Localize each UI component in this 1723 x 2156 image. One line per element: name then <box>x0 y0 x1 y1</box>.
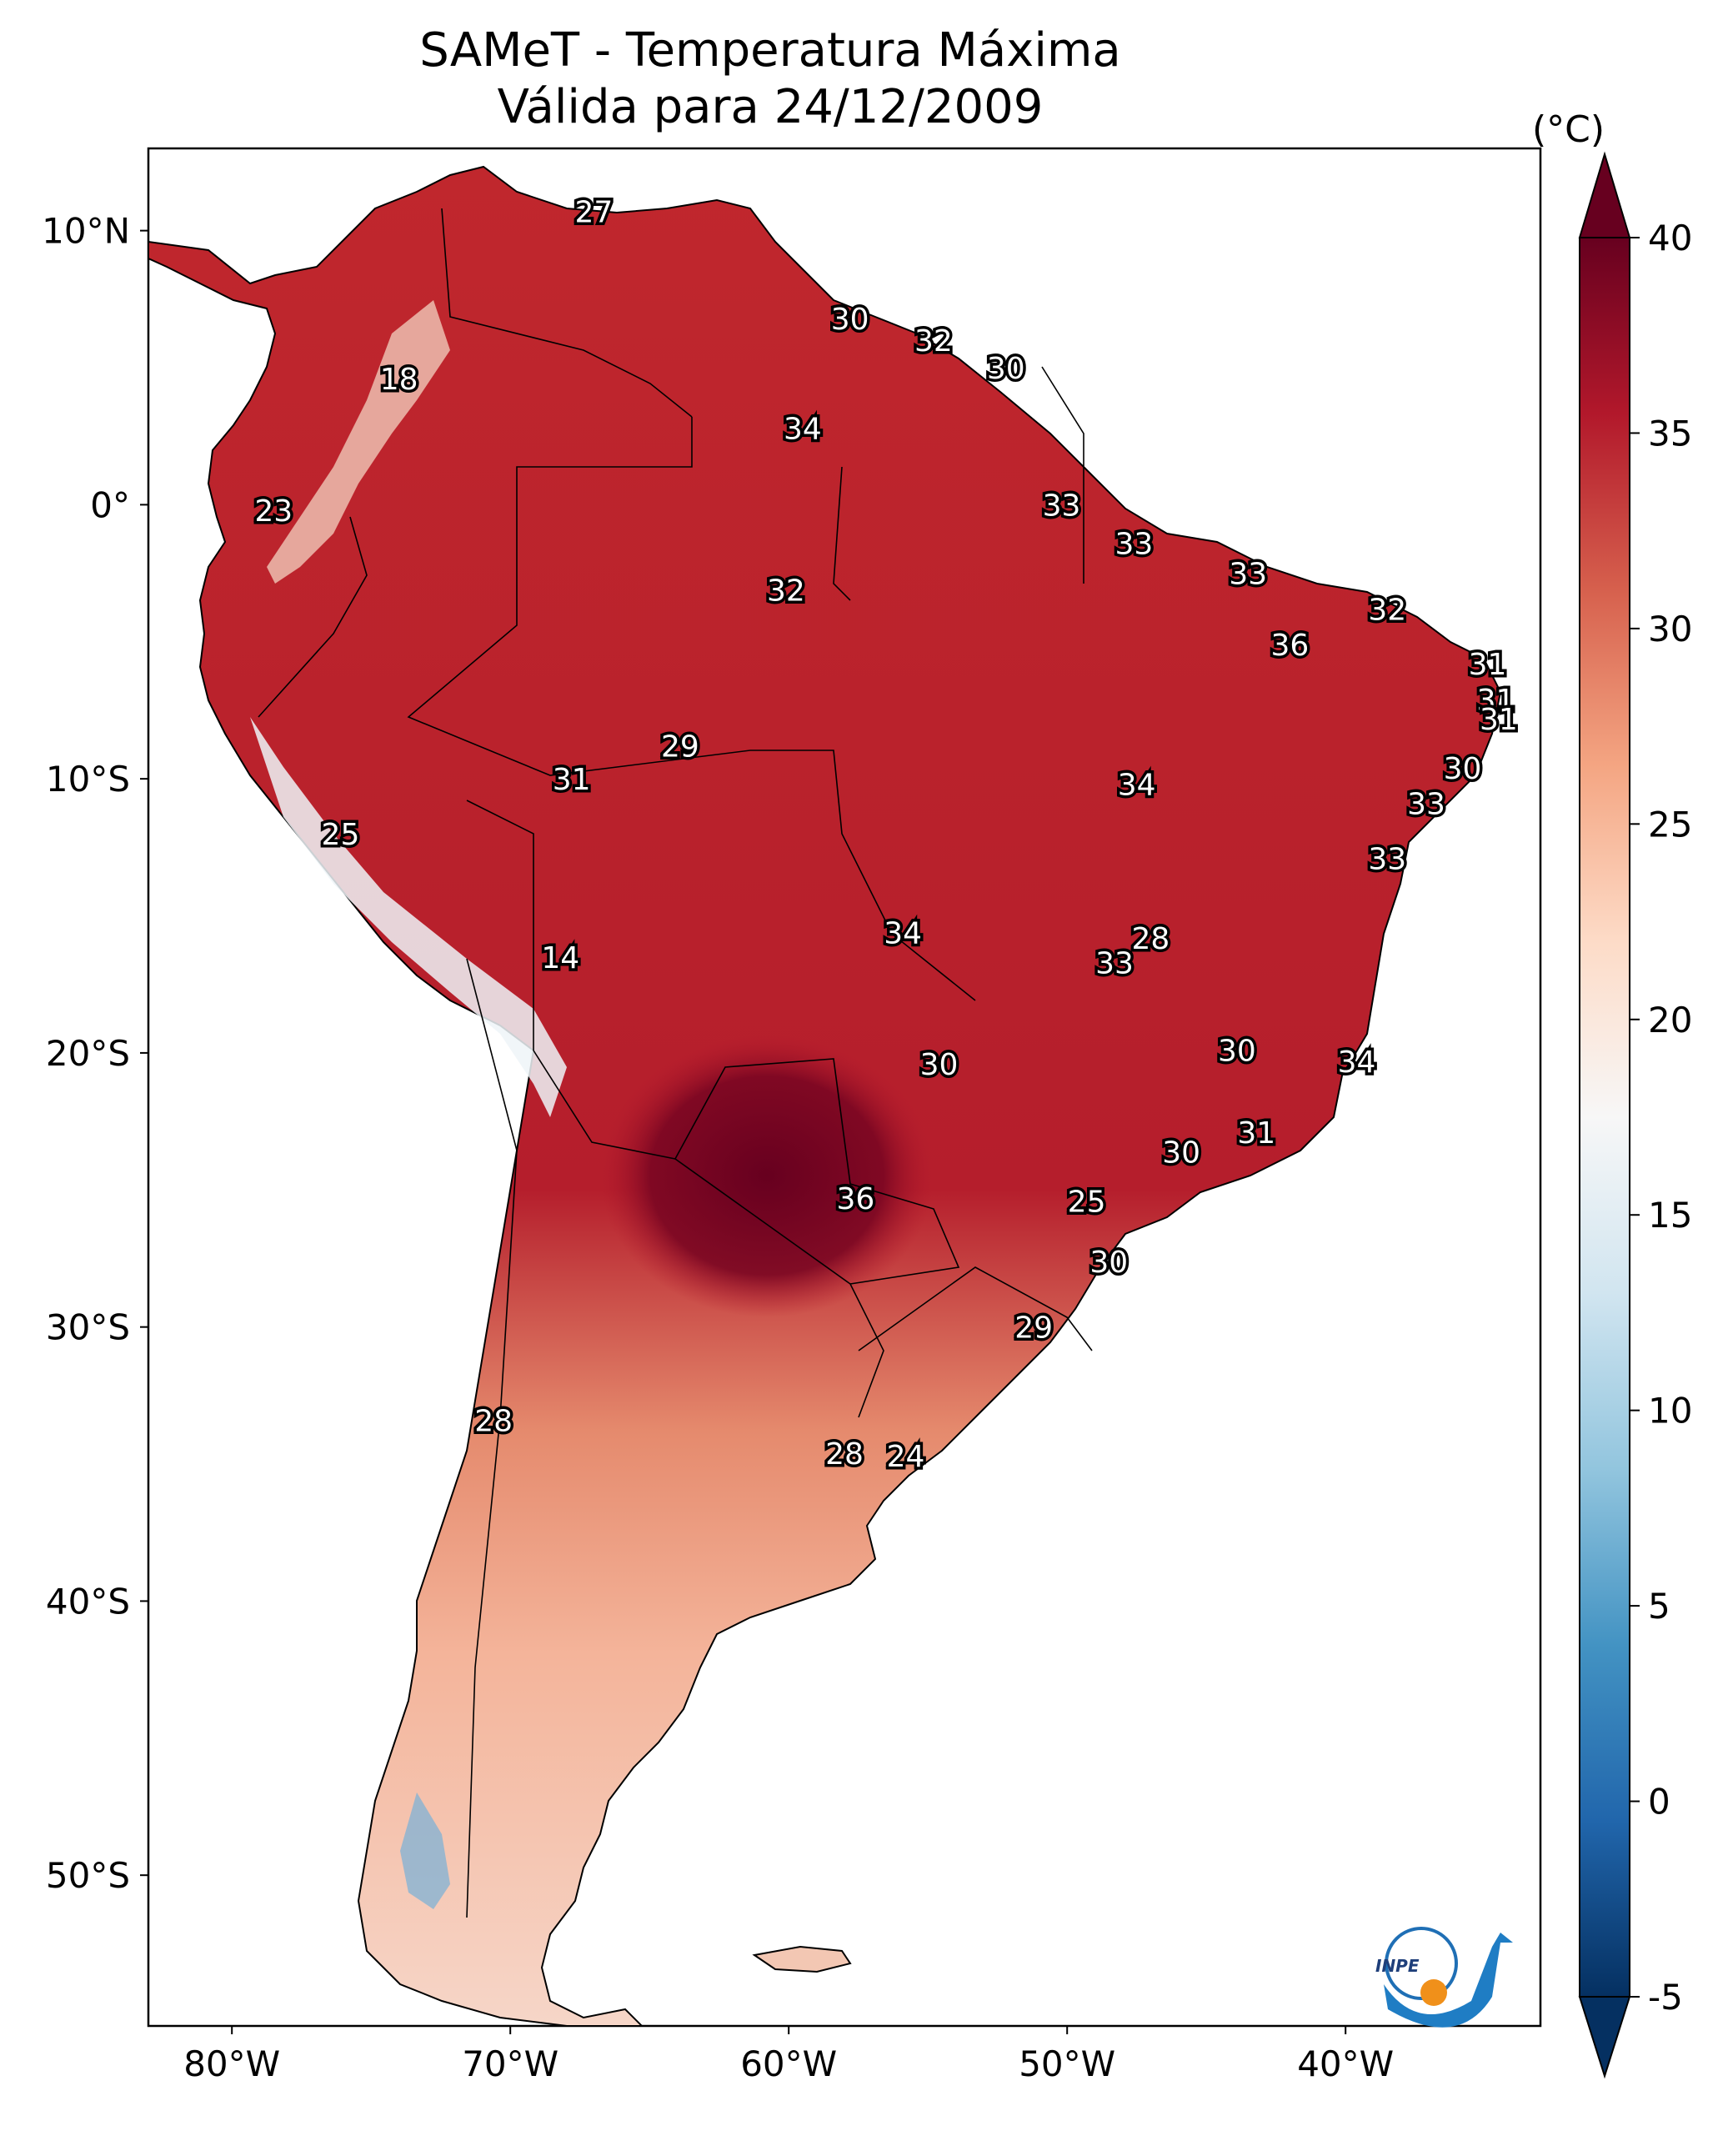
station-value-label: 33 <box>1043 489 1081 523</box>
station-value-label: 34 <box>884 916 922 950</box>
station-value-label: 28 <box>825 1437 864 1472</box>
lat-tick-label: 10°S <box>46 759 130 800</box>
lat-tick-label: 10°N <box>42 211 130 252</box>
station-value-label: 31 <box>1480 703 1518 737</box>
falkland-islands <box>752 1945 852 1973</box>
colorbar-tick-label: 25 <box>1648 804 1692 845</box>
station-value-label: 32 <box>914 324 953 358</box>
station-value-label: 24 <box>887 1440 925 1474</box>
lon-tick-label: 60°W <box>740 2043 837 2084</box>
station-value-label: 33 <box>1407 788 1445 822</box>
station-value-label: 18 <box>380 363 418 397</box>
colorbar-tick-label: 35 <box>1648 413 1692 454</box>
lon-tick-label: 50°W <box>1019 2043 1115 2084</box>
colorbar-min-extension <box>1578 1996 1631 2079</box>
svg-text:INPE: INPE <box>1375 1956 1420 1976</box>
station-value-label: 34 <box>1118 769 1156 803</box>
lon-tick-label: 40°W <box>1297 2043 1394 2084</box>
station-value-label: 33 <box>1368 842 1406 876</box>
station-value-label: 30 <box>920 1048 959 1082</box>
station-value-label: 31 <box>1237 1116 1275 1151</box>
hotspot-paraguay <box>600 1034 934 1317</box>
station-value-label: 33 <box>1229 558 1267 592</box>
map-content <box>148 165 1502 2026</box>
station-value-label: 30 <box>1444 752 1482 786</box>
station-value-label: 36 <box>1270 629 1309 663</box>
colorbar-tick-label: 30 <box>1648 609 1692 649</box>
station-value-label: 36 <box>836 1182 874 1216</box>
colorbar-body <box>1579 237 1630 1998</box>
station-value-label: 30 <box>1218 1035 1256 1069</box>
colorbar-tick-label: 20 <box>1648 1000 1692 1040</box>
lat-tick-label: 30°S <box>46 1307 130 1348</box>
lat-tick-label: 0° <box>90 484 130 525</box>
inpe-swoosh-icon <box>1384 1933 1513 2028</box>
station-value-label: 34 <box>784 412 822 446</box>
station-value-label: 25 <box>322 818 360 852</box>
andes-cool-band <box>250 717 567 1117</box>
lon-tick-label: 80°W <box>183 2043 280 2084</box>
longitude-ticks: 80°W 70°W 60°W 50°W 40°W <box>183 2026 1394 2084</box>
station-value-label: 33 <box>1095 946 1134 980</box>
colorbar-ticks: 40 35 30 25 20 15 10 5 0 -5 <box>1630 218 1692 2018</box>
station-value-label: 27 <box>574 196 613 230</box>
inpe-logo: INPE <box>1375 1927 1513 2028</box>
station-value-label: 33 <box>1114 527 1153 561</box>
colorbar-tick-label: 0 <box>1648 1782 1670 1823</box>
country-borders <box>258 208 1093 1918</box>
station-value-label: 28 <box>1131 922 1170 956</box>
colorbar-tick-label: 40 <box>1648 218 1692 258</box>
station-value-label: 28 <box>474 1404 513 1438</box>
station-value-label: 14 <box>541 941 579 975</box>
station-value-label: 31 <box>1469 648 1507 682</box>
inpe-orange-dot-icon <box>1420 1979 1447 2006</box>
station-value-label: 30 <box>987 352 1025 386</box>
colorbar: 40 35 30 25 20 15 10 5 0 -5 <box>1578 151 1692 2079</box>
lon-tick-label: 70°W <box>462 2043 558 2084</box>
station-value-label: 32 <box>1368 593 1406 627</box>
colorbar-tick-label: 5 <box>1648 1586 1670 1627</box>
colorbar-tick-label: 15 <box>1648 1195 1692 1236</box>
lat-tick-label: 20°S <box>46 1033 130 1074</box>
station-value-label: 30 <box>1162 1136 1200 1170</box>
station-value-label: 29 <box>661 730 699 765</box>
station-value-label: 31 <box>553 763 591 797</box>
latitude-ticks: 10°N 0° 10°S 20°S 30°S 40°S 50°S <box>42 211 148 1896</box>
station-value-label: 23 <box>254 494 293 529</box>
station-value-label: 31 <box>1477 684 1515 718</box>
colorbar-tick-label: -5 <box>1648 1977 1683 2018</box>
colorbar-max-extension <box>1578 151 1631 238</box>
station-value-label: 32 <box>767 574 805 608</box>
andes-north-cool <box>267 300 450 584</box>
map-subtitle: Válida para 24/12/2009 <box>497 80 1044 134</box>
colorbar-unit-label: (°C) <box>1532 108 1605 151</box>
lat-tick-label: 50°S <box>46 1855 130 1896</box>
station-value-label: 29 <box>1014 1311 1053 1346</box>
patagonia-cool <box>400 1792 450 1909</box>
lat-tick-label: 40°S <box>46 1581 130 1622</box>
map-title: SAMeT - Temperatura Máxima <box>419 23 1121 78</box>
station-value-label: 34 <box>1338 1045 1376 1080</box>
station-value-label: 30 <box>1089 1246 1128 1280</box>
station-value-label: 25 <box>1068 1185 1106 1219</box>
station-value-label: 30 <box>831 303 869 337</box>
colorbar-tick-label: 10 <box>1648 1391 1692 1431</box>
